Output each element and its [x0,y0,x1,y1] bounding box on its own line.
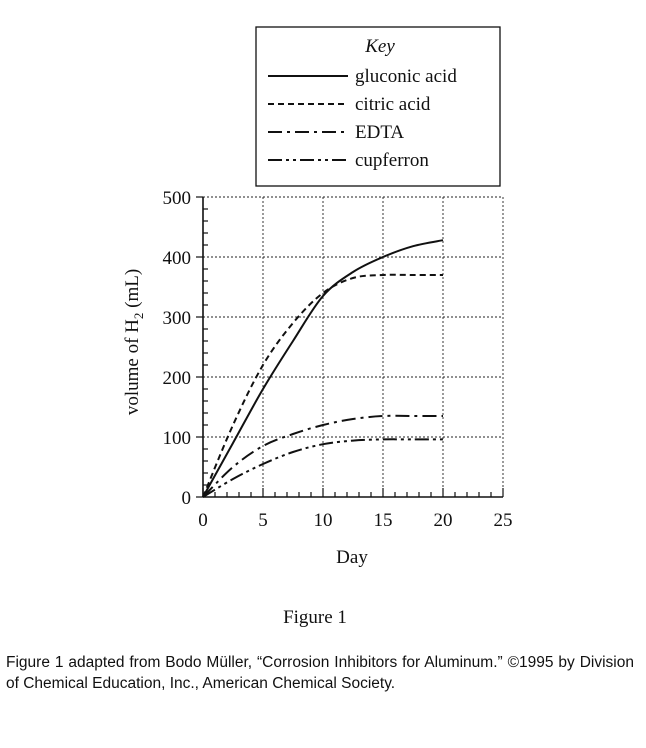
y-tick-label: 0 [182,488,192,509]
x-tick-label: 0 [198,510,208,531]
legend: Key gluconic acid citric acid EDTA cupferro… [255,26,501,187]
series-line-citric-acid [202,273,443,498]
series-line-cupferron [202,438,443,498]
legend-box [255,26,501,187]
source-caption: Figure 1 adapted from Bodo Müller, “Corr… [6,654,634,692]
y-axis-label-subscript: 2 [131,313,146,320]
y-tick-label: 100 [163,428,192,449]
legend-title: Key [364,36,395,57]
y-tick-label: 500 [163,188,192,209]
x-tick-label: 5 [258,510,268,531]
plot-area: 0 5 10 15 20 25 0 100 200 300 400 500 [163,188,513,531]
legend-label: cupferron [355,150,429,171]
legend-label: gluconic acid [355,66,457,87]
legend-label: EDTA [355,122,404,143]
ticks: 0 5 10 15 20 25 0 100 200 300 400 500 [163,188,513,531]
x-tick-label: 20 [434,510,453,531]
x-tick-label: 10 [314,510,333,531]
y-tick-label: 200 [163,368,192,389]
series-line-gluconic-acid [202,239,444,498]
series-line-edta [202,414,443,498]
x-tick-label: 25 [494,510,513,531]
axes [202,197,503,498]
y-tick-label: 400 [163,248,192,269]
y-axis-label-main: volume of H [122,319,143,415]
y-axis-label-unit: (mL) [122,269,143,313]
x-axis-label: Day [336,547,368,568]
grid [203,196,504,497]
legend-entries: gluconic acid citric acid EDTA cupferron [268,66,457,171]
series-lines [202,239,444,498]
legend-label: citric acid [355,94,431,115]
x-tick-label: 15 [374,510,393,531]
y-axis-label: volume of H2 (mL) [122,269,146,415]
figure-label: Figure 1 [283,607,347,628]
y-tick-label: 300 [163,308,192,329]
